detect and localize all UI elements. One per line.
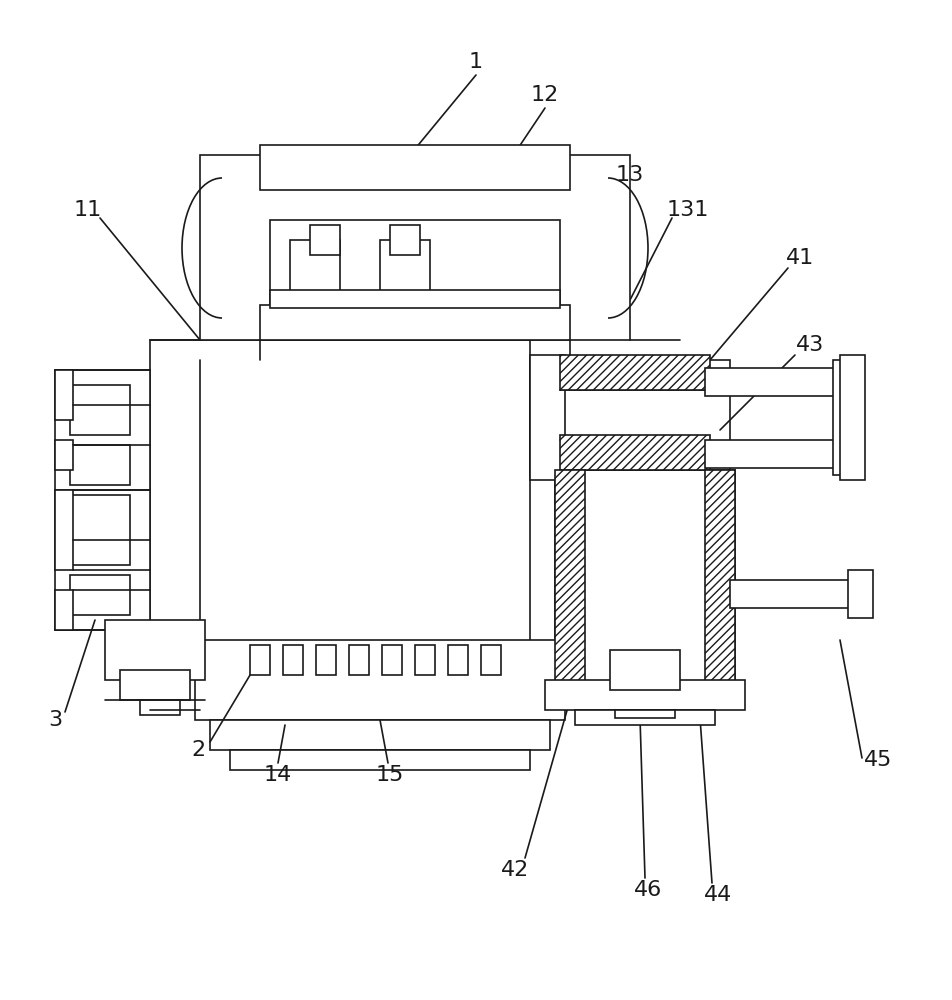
Bar [70, 385, 130, 435]
Bar [260, 305, 570, 340]
Bar [260, 145, 570, 190]
Bar [848, 570, 873, 618]
Bar [316, 645, 336, 675]
Bar [270, 290, 560, 308]
Bar [705, 368, 840, 396]
Bar [390, 225, 420, 255]
Text: 44: 44 [704, 885, 732, 905]
Bar [560, 355, 710, 390]
Text: 13: 13 [616, 165, 645, 185]
Text: 45: 45 [863, 750, 892, 770]
Text: 1: 1 [469, 52, 483, 72]
Text: 15: 15 [376, 765, 405, 785]
Bar [70, 495, 130, 565]
Bar [55, 370, 73, 420]
Text: 46: 46 [634, 880, 663, 900]
Text: 42: 42 [501, 860, 529, 880]
Bar [575, 710, 715, 725]
Bar [70, 445, 130, 485]
Text: 11: 11 [74, 200, 102, 220]
Bar [530, 355, 565, 480]
Bar [230, 750, 530, 770]
Bar [210, 720, 550, 750]
Text: 131: 131 [666, 200, 709, 220]
Bar [310, 225, 340, 255]
Bar [349, 645, 369, 675]
Text: 14: 14 [264, 765, 292, 785]
Bar [530, 360, 730, 475]
Bar [150, 340, 530, 660]
Bar [55, 370, 150, 630]
Bar [140, 700, 180, 715]
Text: 43: 43 [796, 335, 824, 355]
Text: 12: 12 [531, 85, 559, 105]
Bar [545, 680, 745, 710]
Bar [610, 650, 680, 690]
Bar [448, 645, 468, 675]
Bar [560, 435, 710, 470]
Bar [290, 240, 340, 295]
Bar [705, 470, 735, 690]
Bar [415, 645, 435, 675]
Text: 41: 41 [785, 248, 814, 268]
Bar [120, 670, 190, 700]
Bar [55, 490, 73, 570]
Bar [380, 240, 430, 295]
Text: 3: 3 [48, 710, 62, 730]
Bar [833, 360, 851, 475]
Bar [283, 645, 303, 675]
Bar [195, 640, 565, 720]
Bar [55, 590, 73, 630]
Bar [270, 220, 560, 305]
Bar [555, 470, 735, 690]
Bar [200, 155, 630, 340]
Bar [55, 440, 73, 470]
Bar [730, 580, 850, 608]
Bar [481, 645, 501, 675]
Bar [615, 710, 675, 718]
Bar [250, 645, 270, 675]
Bar [555, 470, 585, 690]
Bar [705, 440, 840, 468]
Text: 2: 2 [191, 740, 205, 760]
Bar [840, 355, 865, 480]
Bar [70, 575, 130, 615]
Bar [382, 645, 402, 675]
Bar [105, 620, 205, 680]
